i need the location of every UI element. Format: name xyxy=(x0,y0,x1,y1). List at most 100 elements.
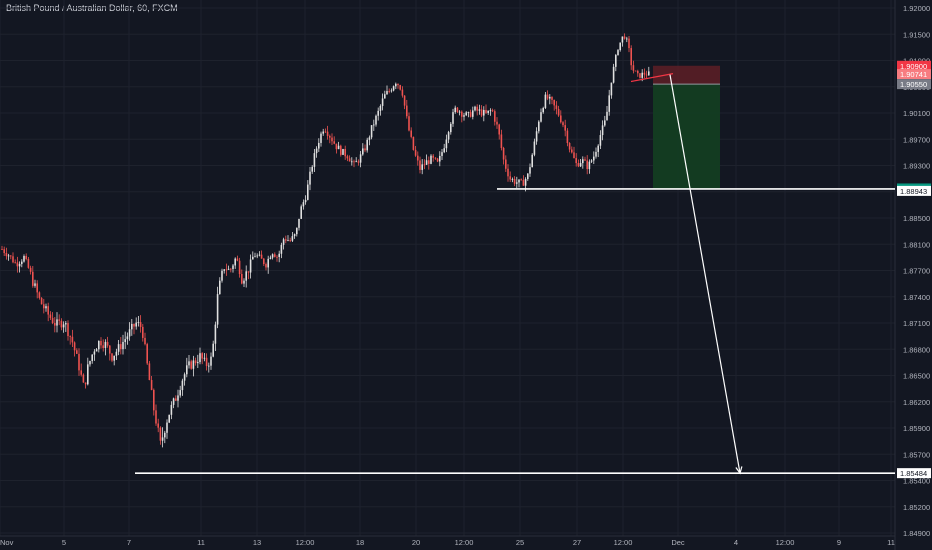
candle-body xyxy=(289,240,291,241)
candle-body xyxy=(302,202,305,207)
candle-body xyxy=(621,36,624,43)
candle-body xyxy=(76,350,78,354)
stop-price-label: 1.90900 xyxy=(900,62,927,71)
candle-body xyxy=(434,157,437,159)
candle-body xyxy=(465,112,467,116)
price-tick-label: 1.89700 xyxy=(903,135,930,144)
candle-body xyxy=(320,133,322,143)
entry-price-label: 1.90550 xyxy=(900,80,927,89)
candle-body xyxy=(155,410,157,424)
candle-body xyxy=(533,141,536,155)
candle-body xyxy=(368,137,371,140)
candle-body xyxy=(425,160,428,165)
candle-body xyxy=(175,398,177,401)
candle-body xyxy=(300,206,302,219)
price-tick-label: 1.85700 xyxy=(903,450,930,459)
candle-body xyxy=(531,154,533,168)
candle-body xyxy=(505,159,507,169)
candle-body xyxy=(177,395,179,401)
candle-body xyxy=(516,182,518,184)
stop-loss-zone xyxy=(653,65,720,85)
candle-body xyxy=(538,121,540,132)
candle-body xyxy=(595,151,597,157)
candle-body xyxy=(296,227,298,235)
candle-body xyxy=(183,374,186,381)
candle-body xyxy=(340,145,342,155)
projection-arrow-line xyxy=(669,74,741,474)
candle-body xyxy=(500,134,503,148)
candle-body xyxy=(408,116,410,131)
candle-body xyxy=(599,135,602,146)
candle-body xyxy=(445,139,448,149)
candle-body xyxy=(362,148,364,155)
candle-body xyxy=(133,323,135,327)
candle-body xyxy=(21,261,23,264)
candle-body xyxy=(313,153,316,167)
candle-body xyxy=(645,74,648,76)
candle-body xyxy=(513,178,516,184)
candle-body xyxy=(588,161,591,170)
candle-body xyxy=(203,357,206,359)
candle-body xyxy=(106,341,109,346)
candle-body xyxy=(271,254,274,258)
candle-body xyxy=(544,94,547,108)
candle-body xyxy=(25,256,27,259)
candle-body xyxy=(566,130,569,144)
candle-body xyxy=(142,326,144,338)
candle-body xyxy=(227,268,230,270)
candle-body xyxy=(126,336,129,340)
candle-body xyxy=(23,256,25,262)
candle-body xyxy=(612,66,615,83)
candle-body xyxy=(137,322,140,323)
candle-body xyxy=(579,163,582,167)
candle-body xyxy=(573,152,575,159)
candle-body xyxy=(12,256,14,263)
candle-body xyxy=(278,253,280,257)
candle-body xyxy=(489,110,492,112)
candle-body xyxy=(564,125,566,131)
candle-body xyxy=(10,255,12,257)
candle-body xyxy=(56,319,58,326)
candle-body xyxy=(197,362,199,364)
price-tick-label: 1.89300 xyxy=(903,162,930,171)
candle-body xyxy=(91,354,93,361)
candle-body xyxy=(36,283,38,293)
candle-body xyxy=(199,353,201,363)
candle-body xyxy=(388,91,390,92)
candle-body xyxy=(535,131,538,142)
candle-body xyxy=(186,365,188,375)
candle-body xyxy=(496,121,498,125)
candle-body xyxy=(247,271,250,273)
candle-body xyxy=(553,99,555,106)
candle-body xyxy=(542,107,544,113)
candle-body xyxy=(144,337,146,345)
candle-body xyxy=(511,178,514,180)
candle-body xyxy=(223,269,225,271)
candle-body xyxy=(164,432,166,438)
candle-body xyxy=(73,342,76,351)
candle-body xyxy=(45,306,47,309)
candle-body xyxy=(487,110,489,113)
candle-body xyxy=(401,89,404,96)
candles-group xyxy=(1,33,650,448)
price-tick-label: 1.86200 xyxy=(903,398,930,407)
price-tick-label: 1.86800 xyxy=(903,345,930,354)
candle-body xyxy=(560,115,562,123)
current-price-badge xyxy=(897,69,931,80)
candle-body xyxy=(287,240,289,241)
candle-body xyxy=(546,94,549,99)
candle-body xyxy=(527,173,529,179)
candle-body xyxy=(285,239,287,241)
candle-body xyxy=(95,349,98,352)
candle-body xyxy=(450,123,452,133)
support-lower-price-badge xyxy=(897,468,931,479)
candle-body xyxy=(522,179,525,186)
candle-body xyxy=(216,294,219,325)
time-tick-label: 9 xyxy=(837,538,841,547)
candle-body xyxy=(54,323,56,326)
candle-body xyxy=(34,283,36,286)
time-tick-label: 20 xyxy=(412,538,420,547)
candle-body xyxy=(355,161,357,163)
candle-body xyxy=(238,260,241,274)
